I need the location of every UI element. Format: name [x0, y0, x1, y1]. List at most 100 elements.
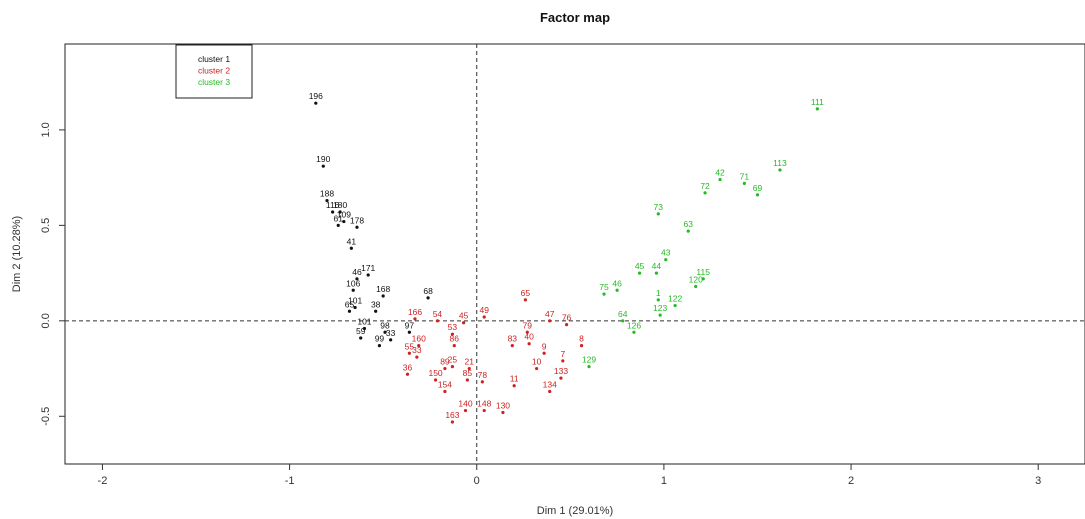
data-point — [694, 284, 698, 289]
data-point — [452, 344, 456, 348]
data-point — [656, 298, 660, 302]
data-point-label: 43 — [661, 248, 671, 258]
data-point — [389, 338, 393, 342]
data-point-label: 71 — [740, 171, 750, 181]
legend-box — [175, 44, 253, 99]
data-point-label: 9 — [542, 341, 547, 351]
data-point-label: 160 — [412, 334, 426, 344]
data-point-label: 116 — [326, 200, 340, 210]
data-point-label: 45 — [635, 261, 645, 271]
data-point — [413, 317, 417, 321]
data-point — [632, 330, 636, 334]
data-point — [325, 198, 329, 203]
data-point-label: 68 — [423, 286, 433, 296]
data-point — [321, 164, 325, 168]
y-tick-label: 0.5 — [40, 218, 52, 233]
data-point — [501, 410, 505, 415]
data-point — [686, 229, 690, 233]
data-point-label: 154 — [438, 379, 452, 389]
data-point-label: 126 — [627, 320, 641, 330]
data-point-label: 133 — [554, 366, 568, 376]
data-point-label: 36 — [403, 362, 413, 372]
data-point — [587, 365, 591, 369]
data-point-label: 168 — [376, 284, 390, 294]
data-point-label: 196 — [309, 91, 323, 101]
data-point-label: 101 — [357, 316, 371, 326]
x-axis-label: Dim 1 (29.01%) — [537, 505, 613, 517]
data-point — [450, 332, 455, 336]
data-point-label: 8 — [579, 334, 584, 344]
data-point-label: 33 — [412, 345, 422, 355]
data-point — [561, 359, 565, 363]
data-point-label: 134 — [543, 379, 557, 389]
data-point — [314, 101, 318, 105]
data-point — [381, 294, 385, 298]
data-point — [658, 313, 662, 317]
data-point-label: 140 — [458, 399, 472, 409]
data-point-label: 7 — [560, 349, 565, 359]
data-point-label: 79 — [523, 320, 533, 330]
data-point — [542, 351, 546, 355]
plot-frame — [64, 43, 1085, 465]
data-point — [355, 277, 359, 281]
data-point-label: 45 — [459, 311, 469, 321]
data-point — [415, 355, 419, 359]
data-point — [467, 366, 471, 371]
data-point-label: 44 — [652, 261, 662, 271]
data-point — [527, 342, 531, 346]
data-point-label: 113 — [773, 158, 787, 168]
data-point-label: 63 — [683, 219, 693, 229]
data-point — [525, 330, 529, 334]
data-point-label: 190 — [316, 154, 330, 164]
chart-title: Factor map — [540, 10, 610, 25]
data-point — [407, 330, 411, 334]
data-point-label: 42 — [715, 168, 725, 178]
legend-entry: cluster 2 — [198, 66, 230, 76]
axis-ticks: -2 -1 0 1 2 3-0.50.00.51.0 — [40, 122, 1041, 487]
data-point — [342, 219, 346, 224]
legend-entry: cluster 3 — [198, 77, 230, 87]
data-point-label: 188 — [320, 189, 334, 199]
data-point-label: 47 — [545, 309, 555, 319]
data-point-label: 111 — [811, 97, 824, 107]
data-point — [579, 344, 584, 348]
data-point — [426, 296, 430, 300]
data-point — [463, 408, 468, 413]
data-point — [512, 384, 516, 388]
data-point — [407, 351, 411, 355]
data-point — [465, 378, 469, 382]
data-point — [755, 193, 760, 197]
data-point — [548, 319, 552, 323]
data-point-label: 53 — [448, 322, 458, 332]
data-point — [510, 344, 514, 348]
data-point — [602, 292, 606, 296]
data-point — [778, 168, 782, 172]
data-point-label: 85 — [463, 368, 473, 378]
data-point — [338, 210, 342, 214]
y-axis-label: Dim 2 (10.28%) — [11, 216, 23, 292]
data-point-label: 21 — [465, 357, 475, 367]
data-point — [480, 380, 484, 384]
data-point-label: 41 — [347, 236, 357, 246]
data-point-label: 33 — [386, 328, 396, 338]
data-point — [815, 107, 819, 111]
data-point-label: 150 — [428, 368, 442, 378]
data-point — [559, 376, 563, 380]
data-point-label: 40 — [524, 332, 534, 342]
data-point-label: 163 — [445, 410, 459, 420]
data-point — [523, 298, 528, 302]
data-point-label: 171 — [361, 263, 375, 273]
data-point — [331, 210, 335, 214]
x-tick-label: -1 — [285, 475, 295, 487]
data-point — [417, 344, 421, 348]
data-point — [462, 321, 466, 325]
data-point — [654, 271, 659, 275]
data-point-label: 89 — [440, 357, 450, 367]
data-point-label: 98 — [380, 320, 390, 330]
data-point-label: 122 — [668, 294, 682, 304]
data-point — [482, 408, 486, 413]
data-point — [637, 271, 642, 275]
